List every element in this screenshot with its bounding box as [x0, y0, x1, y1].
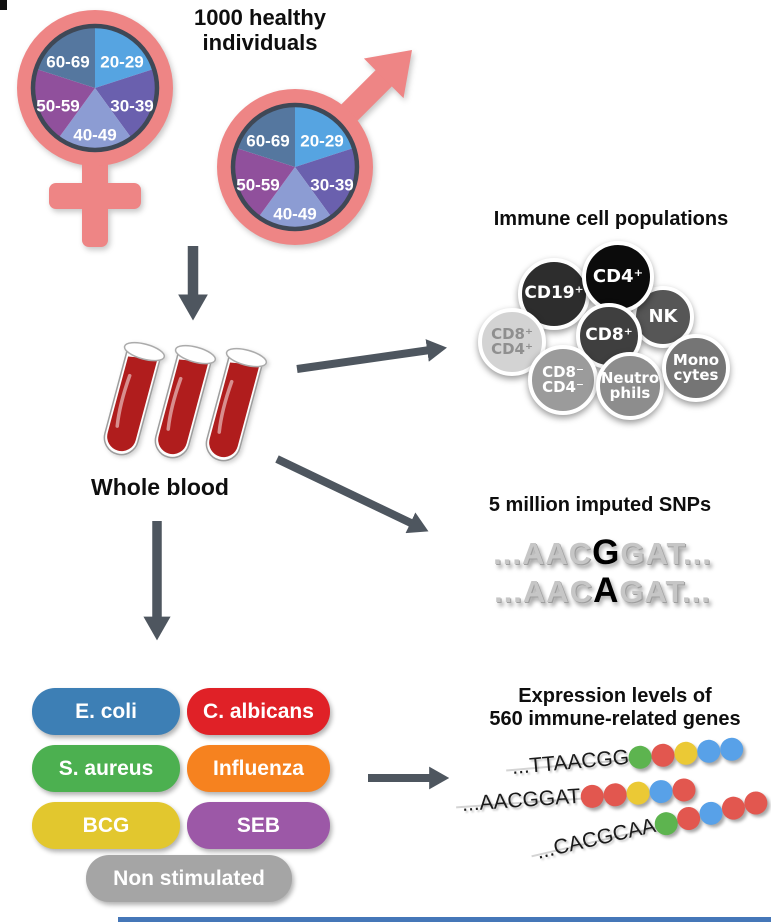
read-2-sequence: ...AACGGAT: [461, 784, 582, 816]
read-2-dot-3: [625, 780, 650, 805]
cell-monocytes: Mono cytes: [662, 334, 730, 402]
read-2-dot-4: [648, 778, 673, 804]
stimulus-calbicans: C. albicans: [187, 688, 330, 735]
cell-nk: NK: [632, 286, 694, 348]
read-3-dot-2: [675, 804, 703, 832]
read-2-dot-2: [602, 782, 628, 807]
bottom-border-bar: [118, 917, 771, 922]
read-1-dot-2: [650, 742, 676, 768]
immune-cells-title: Immune cell populations: [493, 208, 729, 230]
cell-cd8neg-cd4neg: CD8⁻ CD4⁻: [528, 345, 598, 415]
cell-cd8pos-cd4pos: CD8⁺ CD4⁺: [478, 308, 546, 376]
stimulus-seb: SEB: [187, 802, 330, 849]
cohort-title-line2: individuals: [202, 30, 318, 55]
female-symbol-icon: [17, 10, 173, 247]
snp2-variant: A: [593, 571, 620, 610]
sex-symbols-graphic: 20-29 30-39 40-49 50-59 60-69: [17, 10, 412, 247]
snps-title: 5 million imputed SNPs: [488, 494, 712, 516]
snp2-suffix: GAT...: [619, 574, 711, 609]
snp2-prefix: ...AAC: [494, 574, 594, 609]
read-3-dot-5: [742, 788, 770, 817]
stimulus-influenza: Influenza: [187, 745, 330, 792]
snp-sequence-2: ...AACAGAT...: [430, 571, 771, 611]
snp1-suffix: GAT...: [620, 536, 712, 571]
snp1-prefix: ...AAC: [493, 536, 593, 571]
read-3-dot-3: [697, 798, 726, 827]
expression-title-line2: 560 immune-related genes: [489, 708, 741, 730]
male-symbol-icon: [217, 50, 412, 245]
cohort-title-line1: 1000 healthy: [193, 5, 327, 30]
read-1-dot-4: [696, 738, 722, 764]
expression-title: Expression levels of 560 immune-related …: [450, 685, 771, 731]
snp1-variant: G: [592, 533, 621, 572]
stimulus-ecoli: E. coli: [32, 688, 180, 735]
blood-tubes-graphic: [95, 338, 270, 468]
arrow-blood-to-snps: [275, 455, 429, 534]
stimulus-bcg: BCG: [32, 802, 180, 849]
read-1-dot-1: [628, 744, 653, 770]
read-2-dot-5: [671, 777, 696, 802]
arrow-blood-to-cells: [296, 339, 447, 373]
expression-title-line1: Expression levels of: [518, 685, 712, 707]
corner-crop-mark: [0, 0, 7, 10]
cohort-title: 1000 healthy individuals: [150, 5, 370, 55]
female-cross-horizontal: [49, 183, 141, 209]
read-2-dot-1: [579, 783, 605, 809]
read-1-dot-5: [719, 736, 745, 762]
whole-blood-label: Whole blood: [91, 474, 229, 500]
cell-cd4: CD4⁺: [582, 241, 654, 313]
read-1-dot-3: [673, 740, 699, 766]
stimulus-saureus: S. aureus: [32, 745, 180, 792]
stimulus-non-stimulated: Non stimulated: [86, 855, 292, 902]
read-3-dot-4: [719, 793, 748, 822]
cell-neutrophils: Neutro phils: [596, 352, 664, 420]
male-arrow-head: [363, 50, 412, 99]
snp-sequence-1: ...AACGGAT...: [430, 533, 771, 573]
